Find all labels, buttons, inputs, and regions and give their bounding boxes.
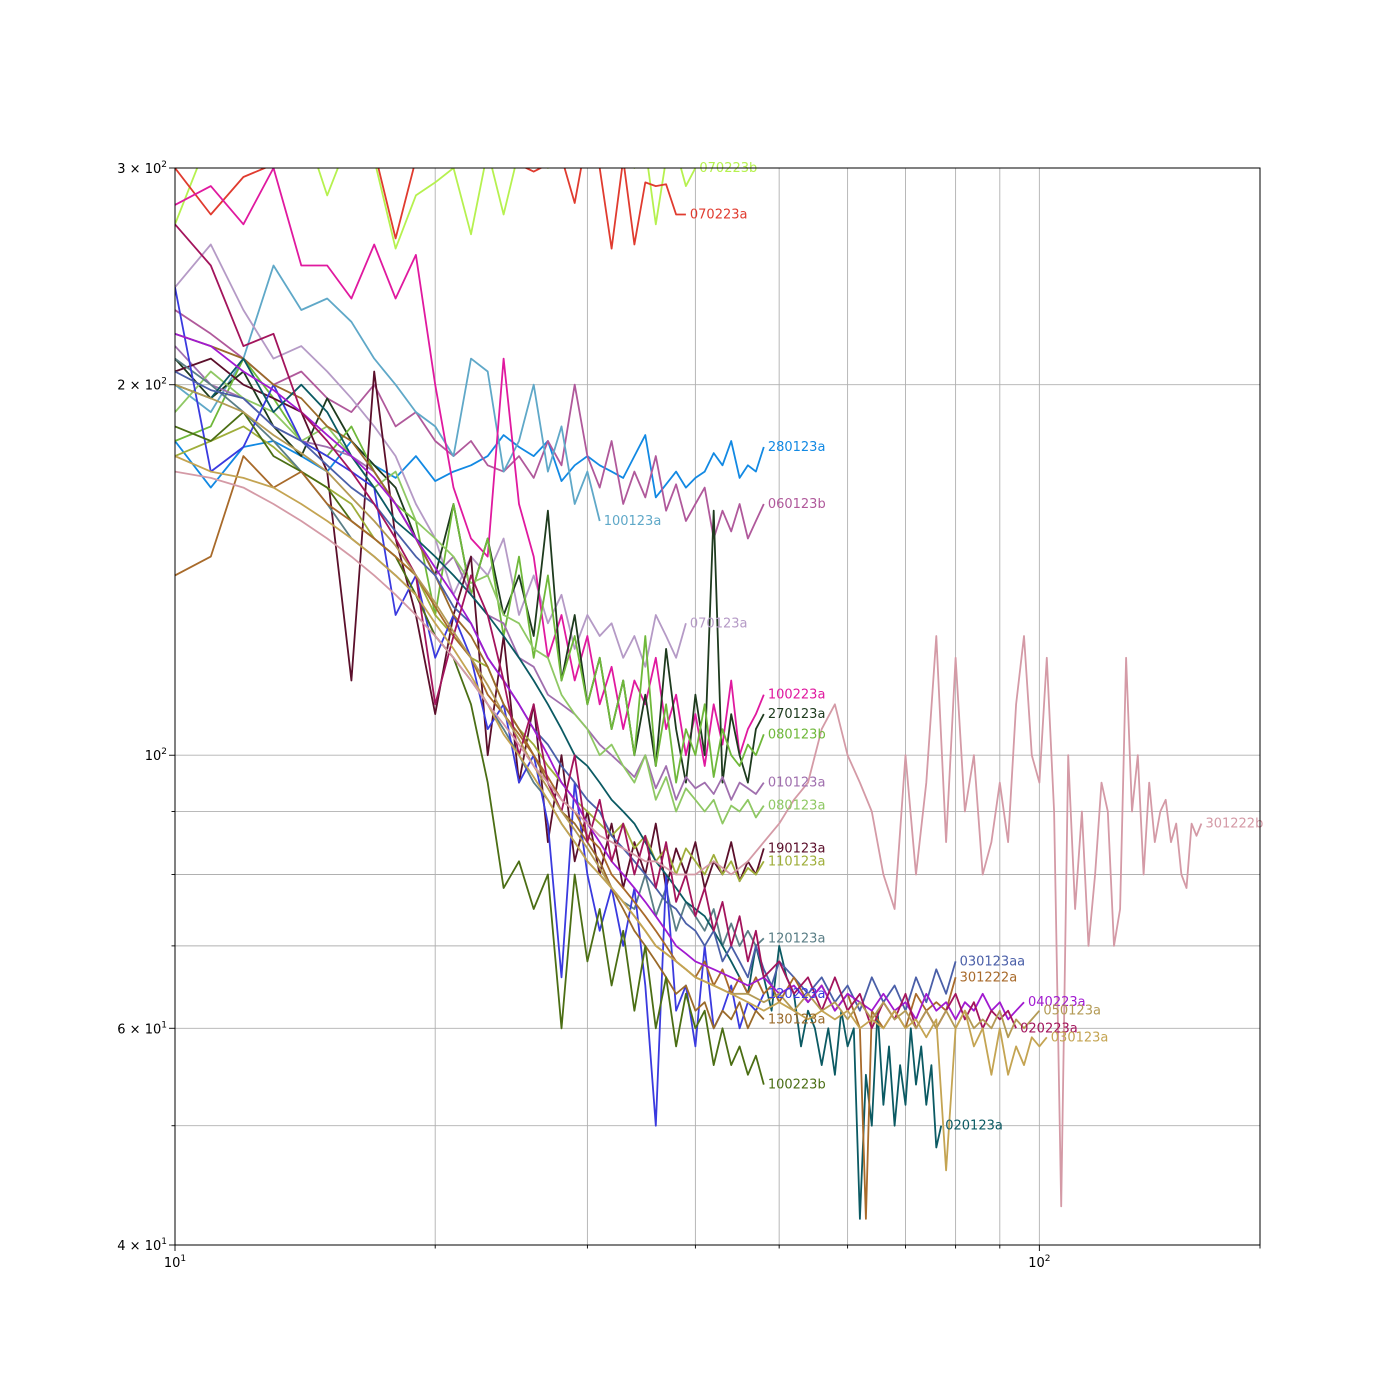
series-label-120123a: 120123a xyxy=(768,931,826,946)
series-label-110123a: 110123a xyxy=(768,854,826,869)
series-label-070123a: 070123a xyxy=(690,616,748,631)
series-label-301222a: 301222a xyxy=(960,970,1018,985)
series-line-080123b xyxy=(175,357,765,784)
series-label-020223a: 020223a xyxy=(1020,1021,1078,1036)
series-line-070223a xyxy=(175,168,686,250)
series-label-280123a: 280123a xyxy=(768,440,826,455)
series-labels: 070223b070223a280123a060123b100123a07012… xyxy=(604,161,1264,1134)
series-label-020123a: 020123a xyxy=(945,1119,1003,1134)
series-line-040223a xyxy=(175,332,1025,1021)
y-tick-label: 4 × 101 xyxy=(117,1237,167,1254)
series-label-080123a: 080123a xyxy=(768,799,826,814)
series-label-270123a: 270123a xyxy=(768,707,826,722)
series-label-030123a: 030123a xyxy=(1051,1030,1109,1045)
y-tick-label: 3 × 102 xyxy=(117,160,167,177)
series-label-120223a: 120223a xyxy=(768,987,826,1002)
series-line-100223a xyxy=(175,168,765,767)
series-line-190123a xyxy=(175,357,765,889)
series-line-030123a xyxy=(175,455,1048,1172)
series-lines xyxy=(175,168,1203,1220)
series-line-301222b xyxy=(175,470,1203,1208)
series-label-050123a: 050123a xyxy=(1043,1004,1101,1019)
series-label-100123a: 100123a xyxy=(604,514,662,529)
series-line-060123b xyxy=(175,309,765,540)
plot-area xyxy=(175,168,1260,1245)
series-line-070223b xyxy=(175,168,697,250)
series-label-010123a: 010123a xyxy=(768,776,826,791)
series-line-130123a xyxy=(175,332,765,1030)
series-label-190123a: 190123a xyxy=(768,841,826,856)
y-tick-label: 6 × 101 xyxy=(117,1020,167,1037)
series-label-070223a: 070223a xyxy=(690,208,748,223)
series-label-060123b: 060123b xyxy=(768,497,826,512)
series-label-080123b: 080123b xyxy=(768,727,826,742)
y-tick-label: 2 × 102 xyxy=(117,377,167,394)
series-label-100223a: 100223a xyxy=(768,688,826,703)
series-label-100223b: 100223b xyxy=(768,1078,826,1093)
series-line-070123a xyxy=(175,243,687,668)
series-label-301222b: 301222b xyxy=(1205,817,1263,832)
axes-frame xyxy=(174,167,1261,1246)
series-label-040223a: 040223a xyxy=(1028,995,1086,1010)
series-label-030123aa: 030123aa xyxy=(960,954,1026,969)
series-label-130123a: 130123a xyxy=(768,1012,826,1027)
series-line-270123a xyxy=(175,357,765,784)
